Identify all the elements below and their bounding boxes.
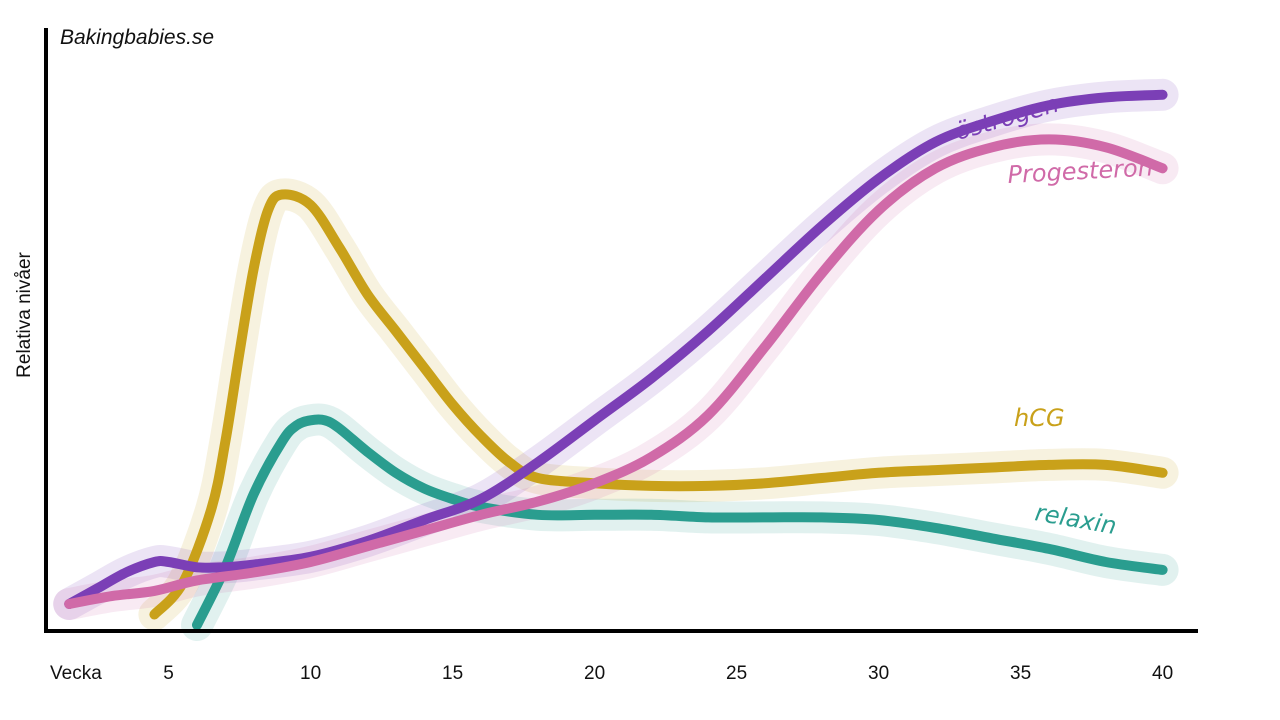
x-tick-label: 40 (1152, 663, 1173, 684)
x-axis-label: Vecka (50, 663, 102, 684)
series-label-hcg: hCG (1014, 404, 1065, 432)
series-line-ostrogen (64, 89, 1168, 609)
x-tick-label: 35 (1010, 663, 1031, 684)
y-axis-label: Relativa nivåer (14, 251, 35, 377)
x-tick-label: 20 (584, 663, 605, 684)
x-tick-label: 25 (726, 663, 747, 684)
x-tick-label: 5 (163, 663, 174, 684)
brand-watermark: Bakingbabies.se (60, 26, 214, 49)
x-tick-label: 15 (442, 663, 463, 684)
x-tick-labels: 5 10 15 20 25 30 35 40 (163, 663, 1173, 684)
x-tick-label: 10 (300, 663, 321, 684)
x-tick-label: 30 (868, 663, 889, 684)
series-label-progesteron: Progesteron (1007, 153, 1154, 189)
series-layer (53, 78, 1179, 641)
series-line-hcg (149, 189, 1168, 620)
series-line-progesteron (64, 134, 1168, 609)
series-line-relaxin (192, 414, 1168, 630)
